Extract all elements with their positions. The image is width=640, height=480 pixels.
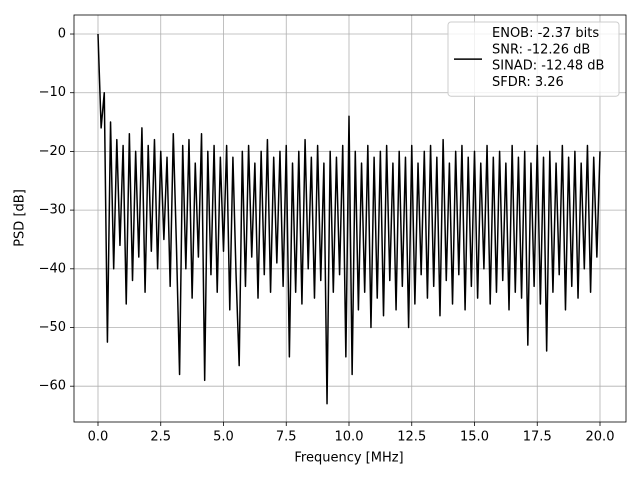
x-tick-label: 10.0 [335, 430, 364, 445]
legend-box [447, 21, 620, 97]
plot-frame [73, 14, 627, 423]
legend: ENOB: -2.37 bits SNR: -12.26 dB SINAD: -12… [447, 21, 620, 97]
legend-line: SINAD: -12.48 dB [492, 58, 604, 73]
x-tick-label: 17.5 [523, 430, 552, 445]
x-tick-label: 5.0 [213, 430, 234, 445]
x-tick-label: 20.0 [586, 430, 615, 445]
y-tick-label: −50 [39, 320, 66, 335]
legend-line: SFDR: 3.26 [492, 74, 564, 89]
legend-line: ENOB: -2.37 bits [492, 26, 599, 41]
x-axis-label: Frequency [MHz] [294, 451, 403, 466]
x-tick-label: 12.5 [397, 430, 426, 445]
y-tick-label: −60 [39, 379, 66, 394]
y-axis-label: PSD [dB] [13, 189, 28, 247]
y-tick-label: −20 [39, 144, 66, 159]
y-tick-label: −40 [39, 261, 66, 276]
x-tick-label: 7.5 [276, 430, 297, 445]
legend-line: SNR: -12.26 dB [492, 42, 590, 57]
y-tick-label: −30 [39, 203, 66, 218]
x-tick-label: 0.0 [88, 430, 109, 445]
x-tick-label: 15.0 [460, 430, 489, 445]
legend-label: ENOB: -2.37 bits SNR: -12.26 dB SINAD: -12… [492, 26, 604, 90]
x-tick-label: 2.5 [150, 430, 171, 445]
y-tick-label: 0 [58, 27, 66, 42]
y-tick-label: −10 [39, 85, 66, 100]
data-line [97, 33, 601, 405]
